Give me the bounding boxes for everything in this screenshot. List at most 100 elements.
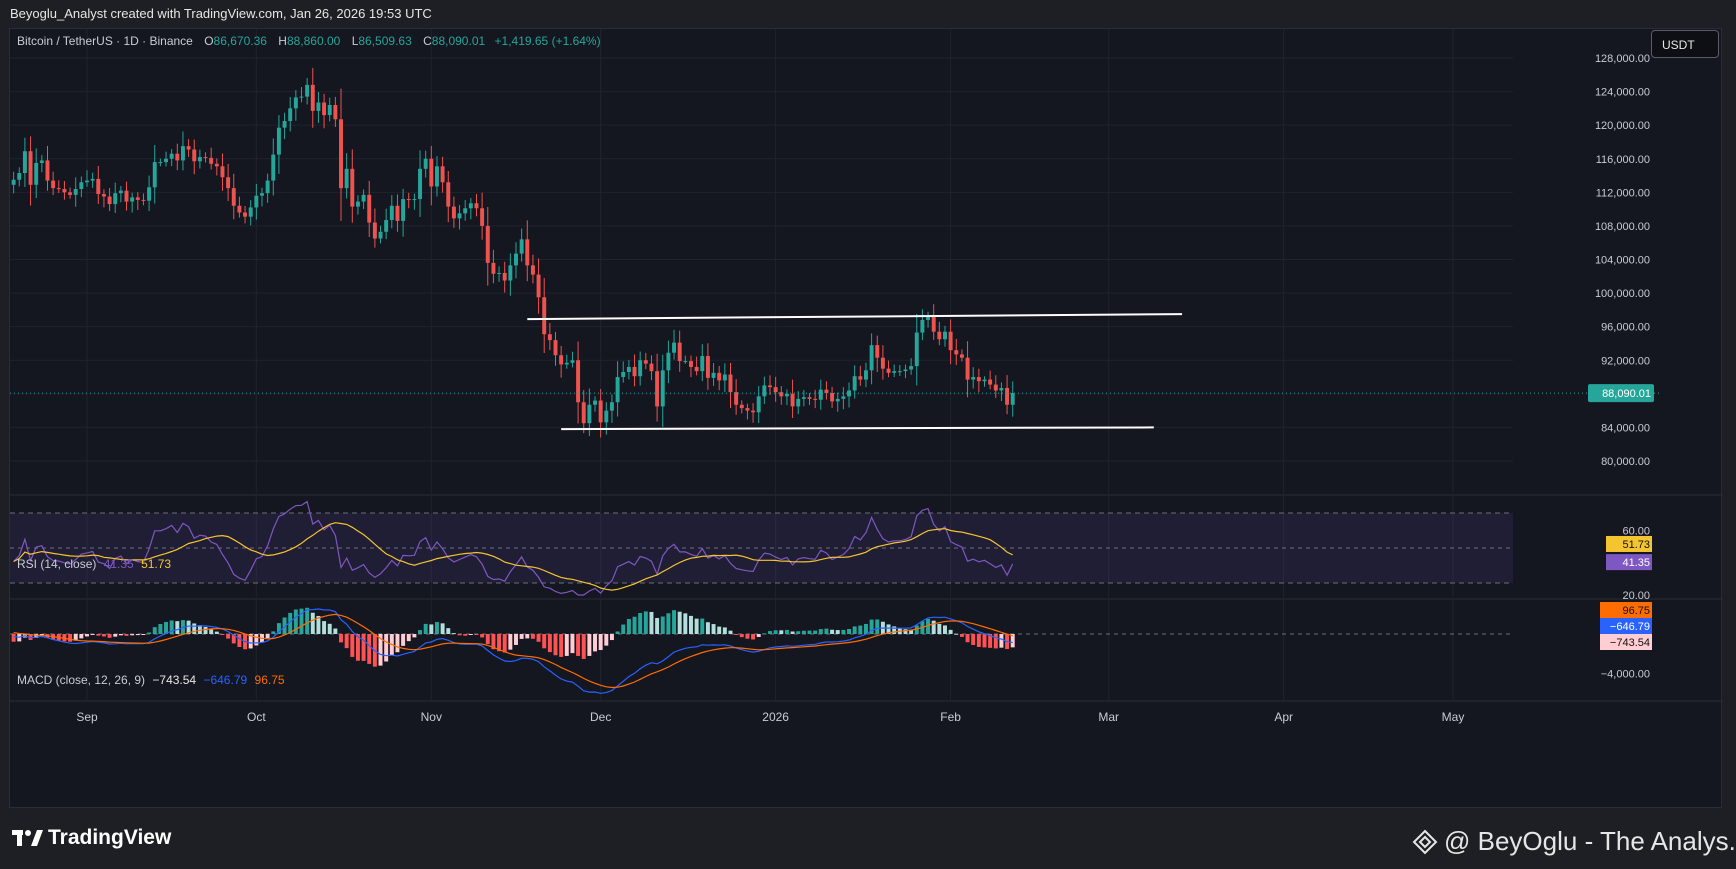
candle-body <box>372 222 377 239</box>
chart-frame[interactable]: 80,000.0084,000.0088,000.0092,000.0096,0… <box>9 28 1723 809</box>
candle-body <box>96 178 101 195</box>
macd-histogram-bar <box>474 634 479 635</box>
candle-body <box>931 315 936 332</box>
candle-body <box>22 151 27 174</box>
candle-body <box>525 239 530 266</box>
symbol-label[interactable]: Bitcoin / TetherUS · 1D · Binance <box>17 34 193 48</box>
macd-histogram-bar <box>914 625 919 634</box>
candle-body <box>214 163 219 167</box>
channel-lower-line <box>561 426 1154 431</box>
candle-body <box>310 84 315 111</box>
close-key: C <box>423 34 432 48</box>
macd-histogram-bar <box>784 629 789 634</box>
macd-histogram-bar <box>694 618 699 634</box>
macd-histogram-bar <box>954 633 959 635</box>
macd-histogram-bar <box>90 634 95 635</box>
macd-histogram-bar <box>502 634 507 653</box>
macd-histogram-bar <box>937 623 942 634</box>
candle-body <box>56 188 61 190</box>
macd-label[interactable]: MACD (close, 12, 26, 9) <box>17 673 146 687</box>
candle-body <box>293 97 298 109</box>
candle-body <box>553 340 558 356</box>
candle-body <box>237 205 242 213</box>
candle-body <box>463 208 468 214</box>
candle-body <box>271 154 276 181</box>
candle-body <box>807 397 812 399</box>
macd-histogram-bar <box>254 634 259 646</box>
macd-value-badge-label: −743.54 <box>1610 637 1650 649</box>
candle-body <box>39 160 44 163</box>
macd-histogram-bar <box>869 619 874 634</box>
macd-histogram-bar <box>959 634 964 637</box>
macd-histogram-bar <box>327 623 332 634</box>
open-value: 86,670.36 <box>213 34 267 48</box>
price-tick-label: 84,000.00 <box>1601 422 1650 434</box>
last-price-badge <box>1588 384 1654 403</box>
macd-histogram-bar <box>164 621 169 634</box>
candle-body <box>299 96 304 98</box>
rsi-ma-badge-label: 51.73 <box>1622 539 1650 551</box>
rsi-legend: RSI (14, close) 41.35 51.73 <box>17 557 171 571</box>
macd-histogram-bar <box>361 634 366 661</box>
candle-body <box>959 354 964 358</box>
candle-body <box>254 195 259 208</box>
candle-body <box>434 166 439 187</box>
candle-body <box>655 371 660 407</box>
tradingview-logo[interactable]: TradingView <box>12 826 171 850</box>
candle-body <box>355 201 360 207</box>
price-tick-label: 120,000.00 <box>1595 120 1650 132</box>
candle-body <box>220 166 225 178</box>
candle-body <box>17 173 22 180</box>
macd-histogram-bar <box>621 624 626 634</box>
candle-body <box>739 404 744 409</box>
change-value: +1,419.65 (+1.64%) <box>494 34 601 48</box>
candle-body <box>897 371 902 373</box>
candle-body <box>28 151 33 185</box>
candle-body <box>11 179 16 185</box>
macd-histogram-bar <box>355 634 360 661</box>
candle-body <box>158 162 163 164</box>
candle-body <box>186 146 191 150</box>
candle-body <box>180 146 185 161</box>
candle-body <box>649 363 654 372</box>
candle-body <box>226 177 231 189</box>
rsi-label[interactable]: RSI (14, close) <box>17 557 97 571</box>
candle-body <box>536 274 541 298</box>
candle-body <box>485 225 490 263</box>
candle-body <box>90 178 95 181</box>
candle-body <box>367 194 372 223</box>
candle-body <box>593 400 597 405</box>
candle-body <box>773 387 778 393</box>
candle-body <box>474 203 479 209</box>
candle-body <box>514 253 518 266</box>
candle-body <box>333 105 338 120</box>
candle-body <box>1005 387 1010 405</box>
rsi-tick-label: 60.00 <box>1622 526 1650 538</box>
tradingview-logo-icon <box>12 828 44 848</box>
macd-histogram-bar <box>186 620 191 634</box>
candle-body <box>344 168 349 189</box>
candle-body <box>914 332 919 367</box>
footer <box>0 808 1736 869</box>
candle-body <box>248 207 253 217</box>
macd-histogram-bar <box>288 612 293 634</box>
macd-histogram-bar <box>988 634 993 648</box>
macd-histogram-bar <box>197 625 202 634</box>
price-tick-label: 112,000.00 <box>1596 187 1650 199</box>
price-tick-label: 100,000.00 <box>1595 288 1650 300</box>
macd-histogram-bar <box>677 611 682 634</box>
macd-signal-badge <box>1600 618 1652 634</box>
macd-histogram-bar <box>237 634 242 647</box>
macd-histogram-bar <box>101 634 106 637</box>
macd-histogram-bar <box>807 630 812 634</box>
macd-histogram-bar <box>632 616 637 634</box>
macd-histogram-bar <box>564 634 569 656</box>
currency-button[interactable]: USDT <box>1651 30 1719 58</box>
candle-body <box>999 387 1004 391</box>
chart-canvas[interactable]: 80,000.0084,000.0088,000.0092,000.0096,0… <box>10 29 1723 809</box>
candle-body <box>965 357 970 380</box>
candle-body <box>943 331 947 340</box>
macd-histogram-bar <box>999 634 1004 648</box>
macd-histogram-bar <box>395 634 400 653</box>
macd-histogram-bar <box>468 634 473 635</box>
